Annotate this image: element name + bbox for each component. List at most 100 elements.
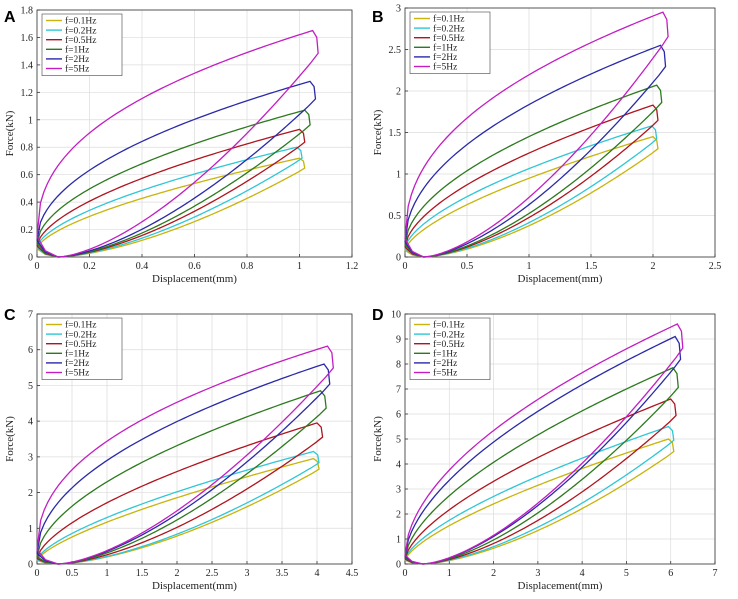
legend-entry: f=0.5Hz	[65, 339, 96, 350]
y-tick-label: 2	[396, 510, 401, 521]
series-loop-f-0-1Hz	[404, 135, 659, 258]
y-tick-label: 2	[396, 87, 401, 98]
series-loop-f-0-2Hz	[36, 450, 320, 565]
y-tick-label: 8	[396, 360, 401, 371]
y-tick-label: 7	[28, 310, 33, 321]
series-loop-f-5Hz	[36, 29, 319, 258]
y-tick-label: 3	[396, 4, 401, 15]
y-tick-label: 0.6	[21, 170, 34, 181]
y-tick-label: 7	[396, 385, 401, 396]
x-tick-label: 1.5	[136, 568, 149, 579]
legend-entry: f=2Hz	[433, 358, 457, 369]
x-axis-label: Displacement(mm)	[518, 273, 603, 285]
series-loop-f-0-1Hz	[404, 438, 675, 565]
x-tick-label: 2.5	[206, 568, 219, 579]
legend-box	[409, 11, 491, 74]
y-axis-label: Force(kN)	[372, 416, 384, 462]
y-tick-label: 3	[396, 485, 401, 496]
series-loop-f-5Hz	[404, 323, 684, 565]
y-tick-label: 6	[396, 410, 401, 421]
series-loop-f-0-2Hz	[404, 425, 675, 565]
legend-entry: f=5Hz	[433, 62, 457, 73]
x-tick-label: 0	[403, 568, 408, 579]
x-tick-label: 2	[651, 261, 656, 272]
series-loop-f-2Hz	[36, 80, 317, 258]
x-tick-label: 4.5	[346, 568, 359, 579]
series-loop-f-5Hz	[404, 11, 669, 258]
y-tick-label: 0	[396, 560, 401, 571]
legend-entry: f=1Hz	[433, 43, 457, 54]
panel-letter: D	[372, 307, 384, 324]
y-tick-label: 9	[396, 335, 401, 346]
chart-panel-d: D 0 1 2 3 4 5 6 7 0 1 2 3 4 5 6 7 8 9 10 Displacement(mm) For…	[372, 307, 718, 592]
y-tick-label: 0.8	[21, 143, 34, 154]
legend-entry: f=5Hz	[433, 368, 457, 379]
legend-entry: f=1Hz	[65, 349, 89, 360]
x-tick-label: 3	[535, 568, 540, 579]
series-loop-f-0-5Hz	[36, 422, 324, 565]
legend-entry: f=0.2Hz	[65, 25, 96, 36]
series-loop-f-0-2Hz	[404, 125, 658, 258]
x-tick-label: 1	[527, 261, 532, 272]
x-tick-label: 5	[624, 568, 629, 579]
y-tick-label: 1	[28, 524, 33, 535]
y-axis-label: Force(kN)	[372, 109, 384, 155]
x-tick-label: 0.5	[66, 568, 79, 579]
x-tick-label: 0.5	[461, 261, 474, 272]
y-tick-label: 0.4	[21, 198, 34, 209]
x-axis-label: Displacement(mm)	[152, 273, 237, 285]
y-tick-label: 1	[396, 170, 401, 181]
y-tick-label: 0	[396, 253, 401, 264]
chart-panel-c: C 0 0.5 1 1.5 2 2.5 3 3.5 4 4.5 0 1 2 3 4 5 6 7 Displacemen…	[4, 307, 358, 592]
y-tick-label: 5	[396, 435, 401, 446]
y-tick-label: 0	[28, 253, 33, 264]
series-loop-f-0-5Hz	[404, 398, 677, 565]
y-tick-label: 1.5	[389, 128, 402, 139]
x-tick-label: 1	[105, 568, 110, 579]
chart-panel-a: A 0 0.2 0.4 0.6 0.8 1 1.2 0 0.2 0.4 0.6 0.8 1 1.2 1.4 1.…	[4, 6, 358, 286]
x-tick-label: 1	[297, 261, 302, 272]
series-loop-f-0-2Hz	[36, 146, 303, 258]
chart-panel-b: B 0 0.5 1 1.5 2 2.5 0 0.5 1 1.5 2 2.5 3 Displacement(m…	[372, 4, 721, 286]
legend-entry: f=5Hz	[65, 64, 89, 75]
x-tick-label: 2.5	[709, 261, 722, 272]
legend-entry: f=2Hz	[433, 52, 457, 63]
y-tick-label: 3	[28, 452, 33, 463]
legend-entry: f=0.5Hz	[433, 339, 464, 350]
series-loop-f-1Hz	[404, 84, 663, 258]
y-tick-label: 4	[396, 460, 401, 471]
legend-box	[41, 317, 123, 380]
plot-frame	[36, 9, 353, 258]
panel-letter: B	[372, 9, 384, 26]
x-tick-label: 1	[447, 568, 452, 579]
y-tick-label: 2.5	[389, 45, 402, 56]
plot-frame	[36, 313, 353, 565]
x-axis-label: Displacement(mm)	[152, 580, 237, 592]
series-loop-f-5Hz	[36, 345, 334, 565]
legend-entry: f=0.2Hz	[65, 329, 96, 340]
y-tick-label: 5	[28, 381, 33, 392]
x-tick-label: 6	[668, 568, 673, 579]
series-loop-f-1Hz	[36, 109, 311, 258]
y-tick-label: 1	[396, 535, 401, 546]
series-loop-f-2Hz	[36, 363, 331, 565]
panel-letter: A	[4, 9, 16, 26]
x-tick-label: 1.2	[346, 261, 359, 272]
legend-entry: f=0.5Hz	[433, 33, 464, 44]
legend-entry: f=0.1Hz	[433, 14, 464, 25]
y-tick-label: 1.4	[21, 60, 34, 71]
legend-entry: f=2Hz	[65, 54, 89, 65]
y-tick-label: 6	[28, 345, 33, 356]
y-tick-label: 1.8	[21, 6, 34, 17]
y-tick-label: 1.6	[21, 33, 34, 44]
y-axis-label: Force(kN)	[4, 110, 16, 156]
y-tick-label: 1.2	[21, 88, 34, 99]
y-tick-label: 1	[28, 115, 33, 126]
x-tick-label: 0	[403, 261, 408, 272]
y-axis-label: Force(kN)	[4, 416, 16, 462]
series-loop-f-0-1Hz	[36, 157, 306, 258]
y-tick-label: 0	[28, 560, 33, 571]
x-tick-label: 0	[35, 261, 40, 272]
x-tick-label: 0.2	[83, 261, 96, 272]
